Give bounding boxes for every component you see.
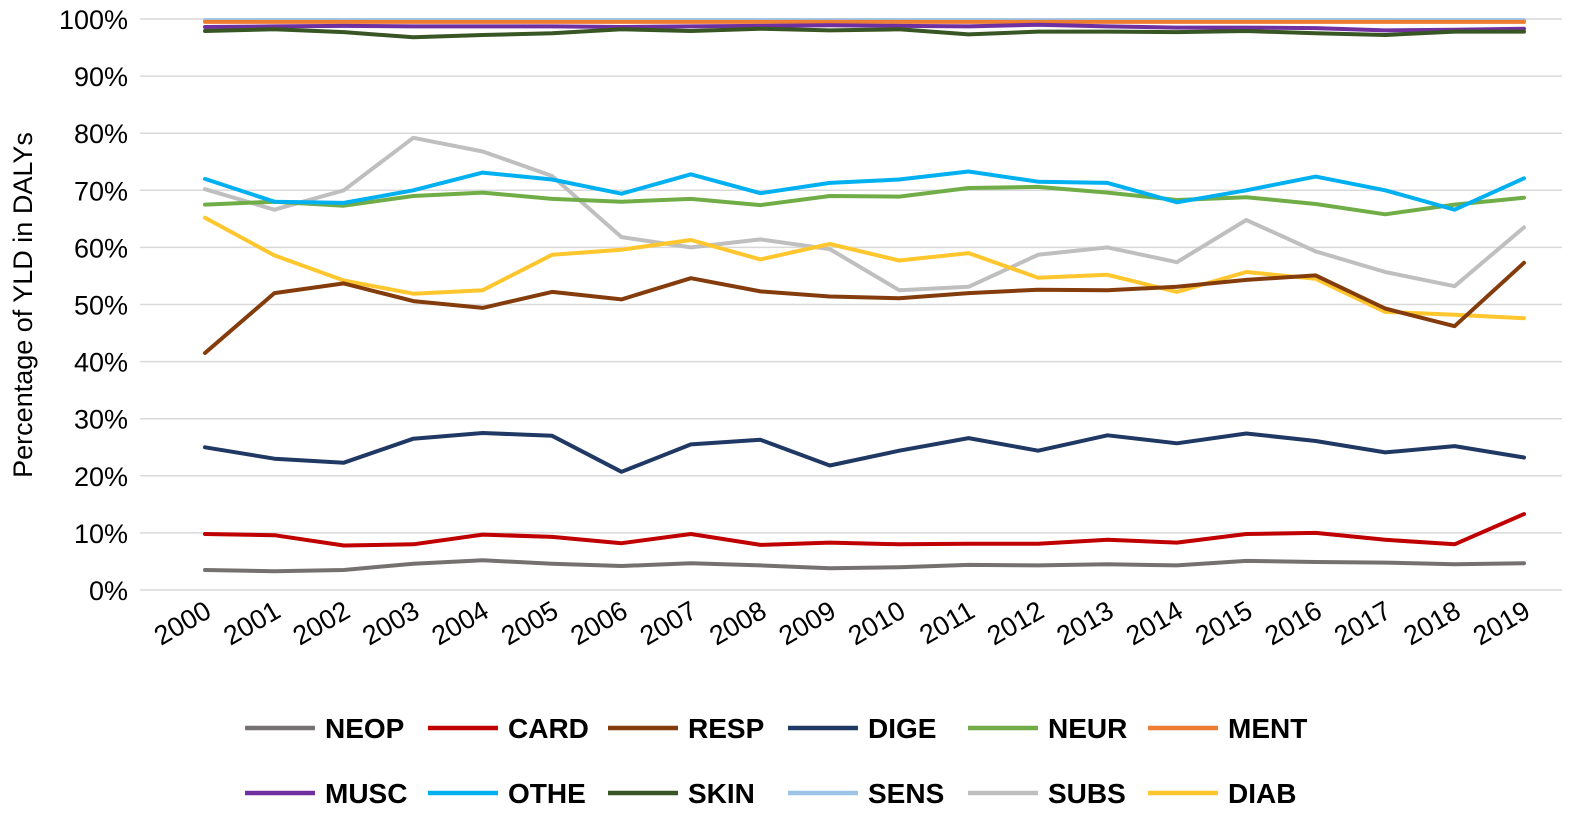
x-tick-label: 2016 [1260, 595, 1327, 651]
y-tick-label: 60% [74, 233, 128, 263]
series-line-resp [203, 260, 1526, 355]
series-line-subs [203, 135, 1526, 293]
legend-label: MUSC [325, 778, 407, 809]
series-line-neur [203, 184, 1526, 217]
legend-label: DIAB [1228, 778, 1296, 809]
x-tick-label: 2014 [1121, 595, 1188, 651]
y-tick-label: 100% [59, 5, 128, 35]
y-tick-label: 10% [74, 519, 128, 549]
legend-item-skin: SKIN [608, 778, 755, 809]
series-line-othe [203, 169, 1526, 212]
x-tick-label: 2019 [1468, 595, 1535, 651]
x-tick-label: 2017 [1329, 595, 1396, 651]
x-tick-label: 2004 [427, 595, 494, 651]
x-tick-label: 2006 [565, 595, 632, 651]
series-line-neop [203, 558, 1526, 574]
legend-label: CARD [508, 713, 589, 744]
legend-label: SKIN [688, 778, 755, 809]
x-tick-label: 2005 [496, 595, 563, 651]
legend-label: OTHE [508, 778, 586, 809]
legend-item-card: CARD [428, 713, 589, 744]
x-tick-label: 2018 [1399, 595, 1466, 651]
y-axis-ticks: 0% 10% 20% 30% 40% 50% 60% 70% 80% 90% 100% [59, 5, 128, 606]
y-tick-label: 90% [74, 62, 128, 92]
x-tick-label: 2002 [288, 595, 355, 651]
y-tick-label: 50% [74, 291, 128, 321]
y-tick-label: 20% [74, 462, 128, 492]
x-tick-label: 2009 [774, 595, 841, 651]
gridlines [140, 18, 1562, 591]
x-tick-label: 2003 [357, 595, 424, 651]
y-tick-label: 70% [74, 176, 128, 206]
legend-item-neop: NEOP [245, 713, 404, 744]
y-tick-label: 40% [74, 348, 128, 378]
legend-item-sens: SENS [788, 778, 944, 809]
x-tick-label: 2011 [914, 595, 979, 650]
legend-item-diab: DIAB [1148, 778, 1296, 809]
y-tick-label: 0% [89, 576, 128, 606]
legend-item-neur: NEUR [968, 713, 1127, 744]
x-tick-label: 2007 [635, 595, 702, 651]
x-tick-label: 2010 [843, 595, 910, 651]
series-lines [203, 18, 1526, 574]
legend-label: DIGE [868, 713, 936, 744]
legend-item-ment: MENT [1148, 713, 1307, 744]
x-tick-label: 2000 [149, 595, 216, 651]
legend-item-resp: RESP [608, 713, 764, 744]
legend-item-musc: MUSC [245, 778, 407, 809]
x-tick-label: 2012 [982, 595, 1049, 651]
legend-label: SUBS [1048, 778, 1126, 809]
series-line-card [203, 512, 1526, 548]
legend: NEOP CARD RESP DIGE NEUR MENT MUSC OTHE SKIN SENS… [245, 713, 1307, 809]
x-axis-ticks: 2000 2001 2002 2003 2004 2005 2006 2007 2008 2009… [149, 595, 1535, 651]
legend-label: NEOP [325, 713, 404, 744]
series-line-dige [203, 431, 1526, 474]
legend-label: MENT [1228, 713, 1307, 744]
series-line-musc [203, 22, 1526, 33]
y-axis-label: Percentage of YLD in DALYs [8, 132, 38, 478]
legend-item-othe: OTHE [428, 778, 586, 809]
legend-label: RESP [688, 713, 764, 744]
series-line-skin [203, 26, 1526, 40]
legend-label: NEUR [1048, 713, 1127, 744]
x-tick-label: 2008 [704, 595, 771, 651]
x-tick-label: 2001 [218, 595, 285, 651]
legend-item-subs: SUBS [968, 778, 1126, 809]
x-tick-label: 2013 [1051, 595, 1118, 651]
legend-item-dige: DIGE [788, 713, 936, 744]
y-tick-label: 30% [74, 405, 128, 435]
x-tick-label: 2015 [1190, 595, 1257, 651]
legend-label: SENS [868, 778, 944, 809]
y-tick-label: 80% [74, 119, 128, 149]
